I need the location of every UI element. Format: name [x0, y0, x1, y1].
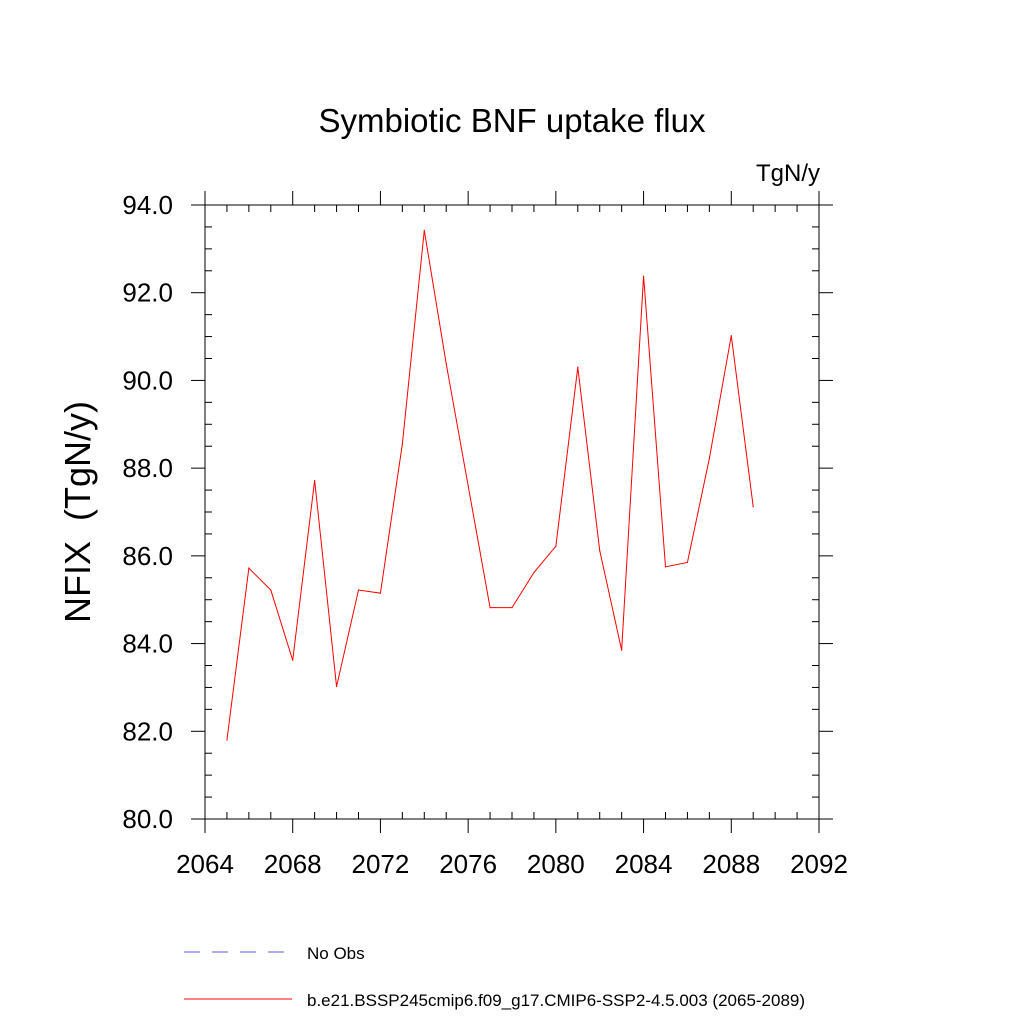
y-tick-label: 80.0 — [122, 804, 173, 834]
data-point — [226, 739, 228, 741]
y-tick-label: 82.0 — [122, 716, 173, 746]
data-point — [577, 366, 579, 368]
x-tick-label: 2072 — [352, 849, 410, 879]
x-tick-label: 2076 — [439, 849, 497, 879]
data-point — [621, 649, 623, 651]
y-tick-label: 84.0 — [122, 629, 173, 659]
tick-labels: 2064 2068 2072 2076 2080 2084 2088 2092 80.0 82.0… — [122, 190, 848, 879]
data-point — [664, 566, 667, 568]
x-tick-label: 2088 — [702, 849, 760, 879]
x-tick-label: 2084 — [615, 849, 673, 879]
plot-frame — [204, 204, 820, 820]
y-tick-label: 88.0 — [122, 453, 173, 483]
legend-label-model-run: b.e21.BSSP245cmip6.f09_g17.CMIP6-SSP2-4.… — [307, 991, 805, 1010]
y-axis-label: NFIX (TgN/y) — [57, 401, 98, 623]
data-point — [292, 659, 294, 661]
data-point — [314, 479, 316, 482]
data-point — [270, 589, 272, 591]
data-point — [555, 545, 557, 547]
data-point — [357, 589, 360, 591]
data-point — [423, 229, 425, 232]
data-point — [401, 443, 403, 445]
series-line — [226, 230, 754, 741]
data-point — [467, 485, 469, 487]
chart-title: Symbiotic BNF uptake flux — [319, 102, 706, 139]
y-tick-label: 90.0 — [122, 365, 173, 395]
data-point — [599, 549, 601, 552]
x-tick-label: 2092 — [790, 849, 848, 879]
data-point — [730, 335, 732, 337]
data-point — [248, 567, 250, 569]
data-point — [335, 685, 338, 688]
data-point — [752, 506, 754, 508]
y-tick-label: 92.0 — [122, 278, 173, 308]
data-point — [642, 275, 645, 277]
y-tick-label: 94.0 — [122, 190, 173, 220]
data-point — [379, 592, 382, 594]
axis-ticks — [191, 191, 833, 833]
data-point — [489, 607, 491, 609]
legend: No Obs b.e21.BSSP245cmip6.f09_g17.CMIP6-… — [184, 944, 805, 1010]
units-label: TgN/y — [756, 160, 820, 187]
data-point — [445, 363, 447, 365]
series-layer — [226, 229, 754, 741]
x-tick-label: 2080 — [527, 849, 585, 879]
y-tick-label: 86.0 — [122, 541, 173, 571]
data-point — [686, 561, 689, 564]
x-tick-label: 2064 — [176, 849, 234, 879]
data-point — [708, 457, 710, 460]
data-point — [533, 571, 535, 574]
data-point — [511, 607, 513, 609]
x-tick-label: 2068 — [264, 849, 322, 879]
legend-label-no-obs: No Obs — [307, 944, 365, 963]
